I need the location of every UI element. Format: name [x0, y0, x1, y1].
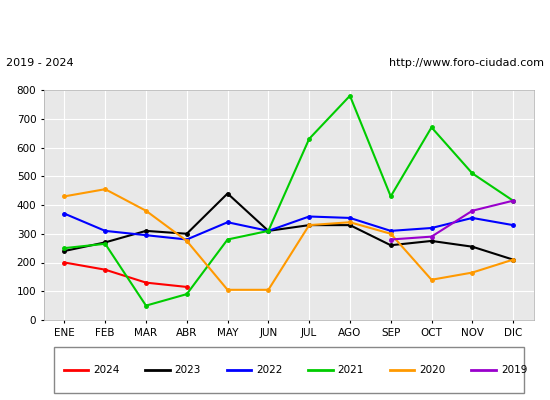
2023	[224, 191, 231, 196]
2021	[510, 198, 516, 203]
2021	[224, 237, 231, 242]
2020	[61, 194, 68, 199]
Line: 2022: 2022	[63, 212, 515, 241]
2020	[510, 257, 516, 262]
2022	[387, 228, 394, 233]
2019	[387, 237, 394, 242]
FancyBboxPatch shape	[54, 346, 524, 394]
2020	[428, 277, 435, 282]
2021	[102, 242, 108, 246]
Text: 2022: 2022	[256, 365, 283, 375]
2020	[142, 208, 149, 213]
2023	[428, 238, 435, 243]
2019	[428, 234, 435, 239]
2021	[428, 125, 435, 130]
2021	[142, 303, 149, 308]
2021	[61, 246, 68, 250]
2022	[428, 226, 435, 230]
Text: 2023: 2023	[174, 365, 201, 375]
2020	[346, 220, 353, 225]
2020	[102, 187, 108, 192]
2022	[346, 216, 353, 220]
2023	[102, 240, 108, 245]
2020	[387, 231, 394, 236]
Line: 2020: 2020	[63, 188, 515, 292]
2022	[469, 216, 476, 220]
Text: 2019 - 2024: 2019 - 2024	[6, 58, 73, 68]
2021	[346, 93, 353, 98]
Text: 2021: 2021	[338, 365, 364, 375]
2023	[184, 231, 190, 236]
2021	[387, 194, 394, 199]
2021	[469, 171, 476, 176]
Text: http://www.foro-ciudad.com: http://www.foro-ciudad.com	[389, 58, 544, 68]
Line: 2023: 2023	[63, 192, 515, 261]
2019	[510, 198, 516, 203]
2023	[265, 228, 272, 233]
2022	[184, 237, 190, 242]
2019	[469, 208, 476, 213]
2023	[387, 243, 394, 248]
2024	[102, 267, 108, 272]
2023	[346, 223, 353, 228]
Line: 2024: 2024	[63, 261, 189, 289]
2022	[510, 223, 516, 228]
2023	[510, 257, 516, 262]
2022	[224, 220, 231, 225]
Text: 2019: 2019	[501, 365, 527, 375]
2022	[61, 211, 68, 216]
2022	[142, 233, 149, 238]
2020	[306, 223, 312, 228]
2020	[224, 288, 231, 292]
2024	[184, 284, 190, 289]
2020	[265, 288, 272, 292]
2022	[102, 228, 108, 233]
Text: 2024: 2024	[93, 365, 119, 375]
Line: 2019: 2019	[389, 199, 515, 241]
2021	[184, 292, 190, 296]
2020	[469, 270, 476, 275]
2021	[306, 136, 312, 141]
Text: Evolucion Nº Turistas Nacionales en el municipio de Cájar: Evolucion Nº Turistas Nacionales en el m…	[29, 14, 521, 30]
Line: 2021: 2021	[63, 94, 515, 307]
2024	[142, 280, 149, 285]
Text: 2020: 2020	[419, 365, 446, 375]
2023	[142, 228, 149, 233]
2024	[61, 260, 68, 265]
2020	[184, 238, 190, 243]
2021	[265, 228, 272, 233]
2023	[306, 223, 312, 228]
2023	[61, 248, 68, 254]
2022	[306, 214, 312, 219]
2023	[469, 244, 476, 249]
2022	[265, 228, 272, 233]
